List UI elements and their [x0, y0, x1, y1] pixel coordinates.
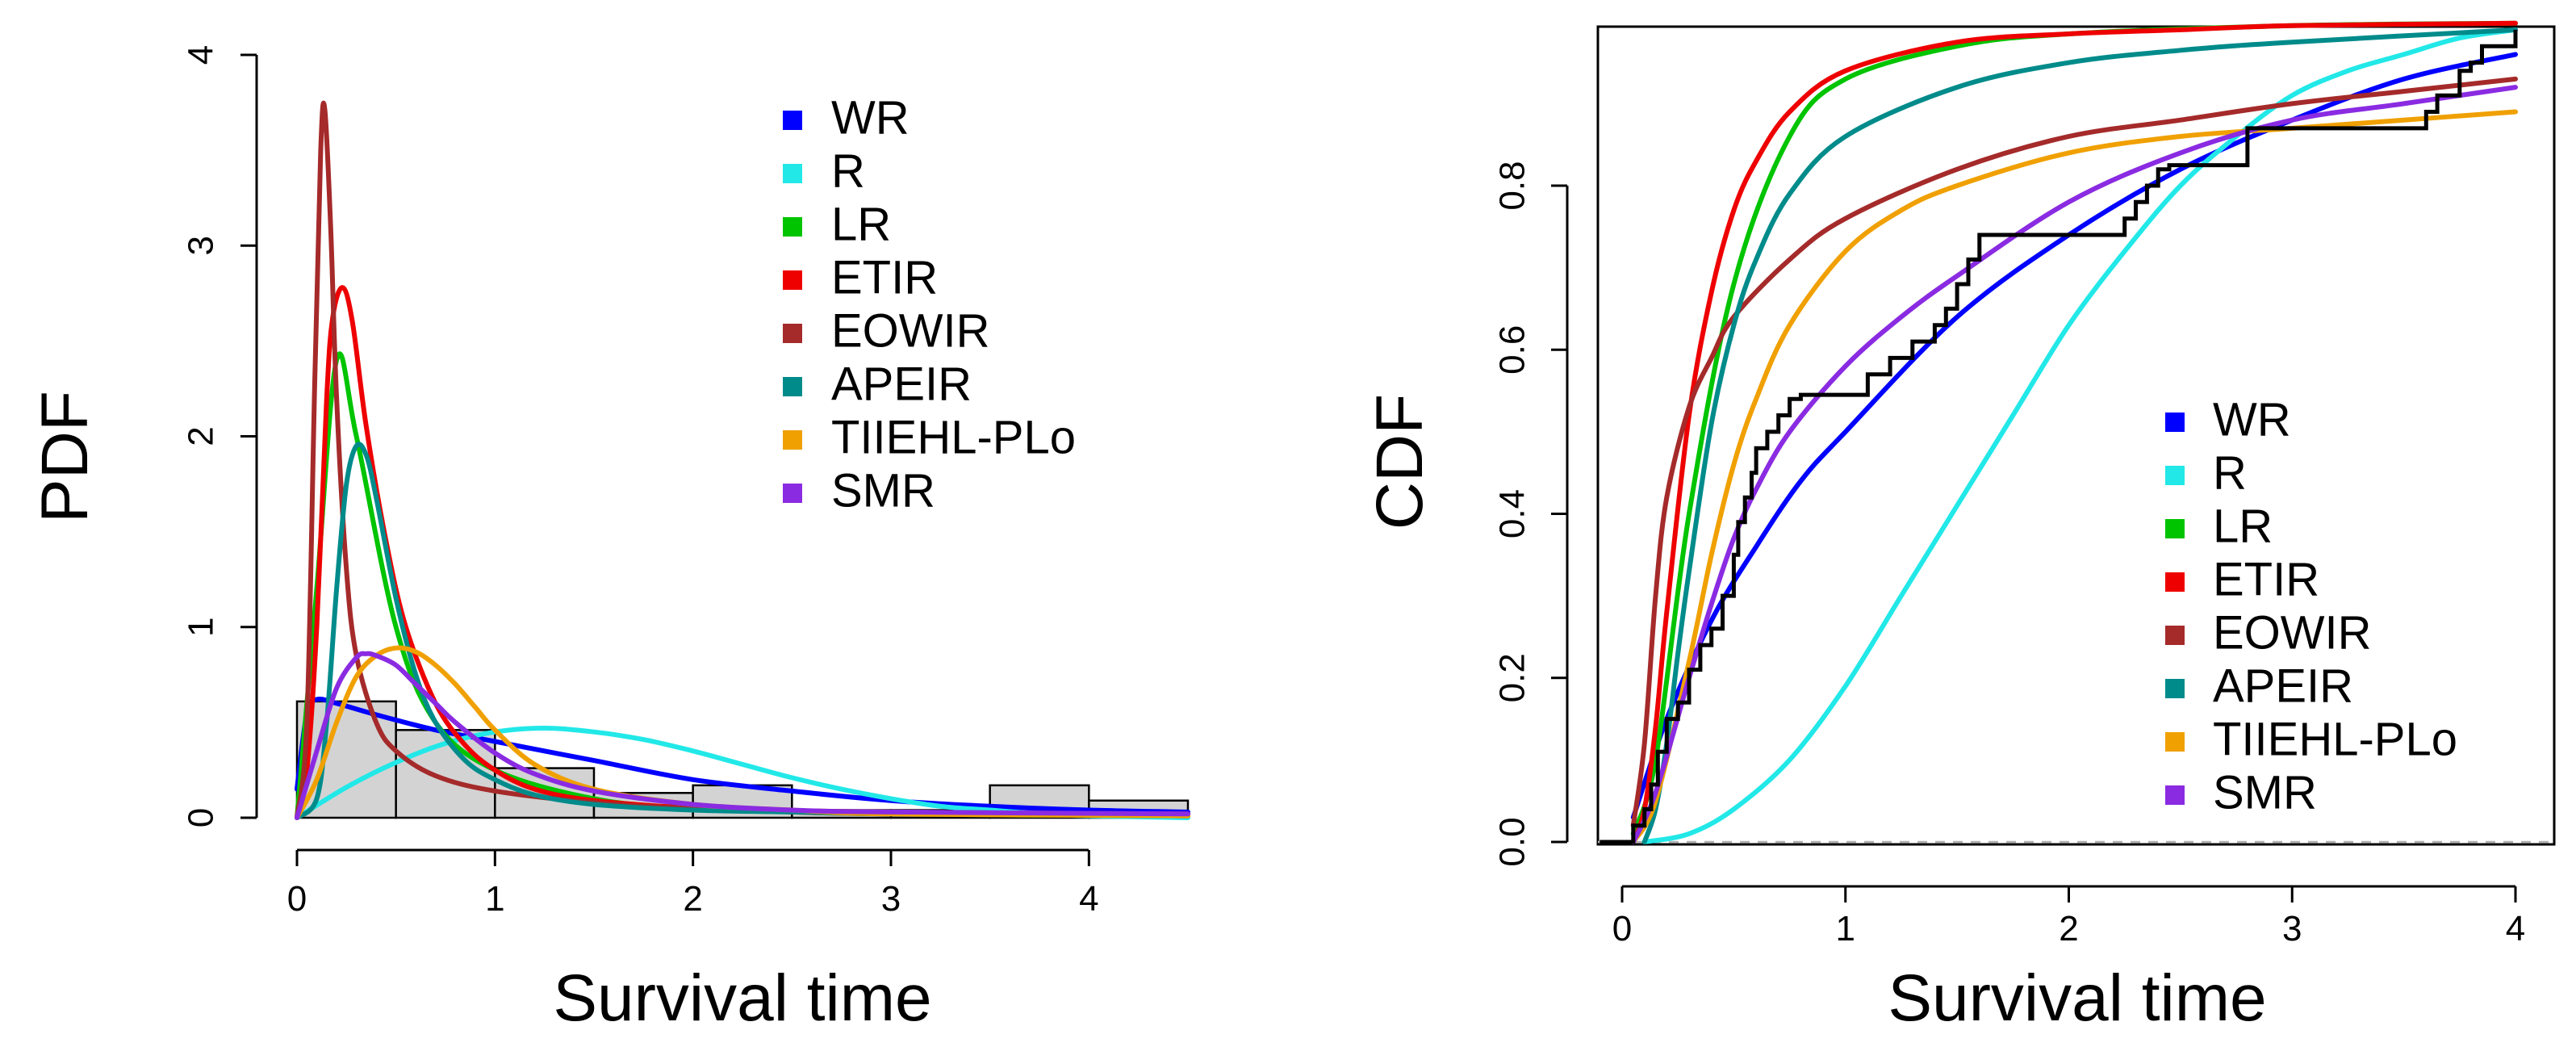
y-tick-label: 4 [182, 45, 221, 65]
y-tick-label: 0 [182, 808, 221, 827]
pdf-panel: 0 1 2 3 4 0 1 2 3 4 Survival time PDF WRRLRETIRE… [28, 45, 1190, 1035]
legend-label-etir: ETIR [2213, 553, 2319, 605]
y-ticks: 0.0 0.2 0.4 0.6 0.8 [1493, 161, 1567, 867]
x-ticks: 0 1 2 3 4 [1612, 886, 2525, 949]
y-tick-label: 0.4 [1493, 489, 1533, 538]
y-tick-label: 0.0 [1493, 817, 1533, 866]
legend-swatch-eowir [2165, 626, 2185, 645]
x-axis-title: Survival time [553, 961, 931, 1035]
x-ticks: 0 1 2 3 4 [287, 850, 1099, 919]
legend-label-tiiehl-plo: TIIEHL-PLo [831, 411, 1076, 463]
series-line-eowir [1630, 76, 2518, 828]
series-line-wr [295, 696, 1190, 815]
legend-label-smr: SMR [2213, 766, 2317, 819]
legend-swatch-tiiehl-plo [2165, 732, 2185, 752]
legend-label-lr: LR [831, 198, 891, 250]
legend-label-eowir: EOWIR [2213, 606, 2372, 659]
ecdf-step-line [1600, 29, 2518, 844]
legend-label-eowir: EOWIR [831, 304, 990, 357]
y-axis-title: PDF [28, 391, 102, 523]
x-tick-label: 4 [1079, 879, 1098, 919]
x-axis-title: Survival time [1888, 961, 2266, 1035]
legend-swatch-smr [783, 484, 802, 503]
plot-frame [1596, 25, 2556, 846]
y-tick-label: 0.2 [1493, 653, 1533, 702]
x-tick-label: 3 [2282, 909, 2302, 949]
y-ticks: 0 1 2 3 4 [182, 45, 257, 827]
legend-swatch-eowir [783, 324, 802, 343]
legend-label-etir: ETIR [831, 251, 938, 304]
x-tick-label: 2 [2059, 909, 2078, 949]
legend-swatch-etir [2165, 572, 2185, 592]
legend-swatch-r [2165, 466, 2185, 485]
y-tick-label: 3 [182, 236, 221, 255]
x-tick-label: 0 [287, 879, 307, 919]
y-axis-title: CDF [1363, 394, 1436, 530]
legend-label-apeir: APEIR [2213, 660, 2353, 712]
series-line-apeir [1641, 27, 2518, 844]
x-tick-label: 3 [881, 879, 901, 919]
legend-swatch-apeir [783, 377, 802, 396]
legend-label-smr: SMR [831, 464, 935, 517]
legend-label-wr: WR [831, 91, 910, 144]
legend-swatch-r [783, 164, 802, 183]
y-tick-label: 1 [182, 618, 221, 637]
legend-swatch-wr [2165, 413, 2185, 432]
x-tick-label: 0 [1612, 909, 1632, 949]
legend-label-lr: LR [2213, 500, 2273, 552]
legend-label-apeir: APEIR [831, 358, 972, 410]
legend-swatch-lr [783, 217, 802, 237]
legend-swatch-wr [783, 111, 802, 130]
legend-swatch-lr [2165, 519, 2185, 538]
series-line-smr [295, 651, 1190, 820]
y-tick-label: 0.8 [1493, 161, 1533, 210]
x-tick-label: 2 [683, 879, 702, 919]
series-line-etir [1630, 20, 2518, 844]
legend-swatch-tiiehl-plo [783, 430, 802, 450]
y-tick-label: 2 [182, 426, 221, 446]
y-tick-label: 0.6 [1493, 325, 1533, 375]
empirical-cdf [1600, 29, 2518, 844]
series-line-r [1641, 27, 2518, 844]
legend-label-tiiehl-plo: TIIEHL-PLo [2213, 713, 2457, 765]
x-tick-label: 1 [485, 879, 504, 919]
x-tick-label: 4 [2506, 909, 2525, 949]
series-line-smr [1630, 85, 2518, 844]
legend-swatch-smr [2165, 785, 2185, 805]
pdf-curves [295, 100, 1190, 820]
legend-label-r: R [2213, 446, 2247, 499]
legend-swatch-apeir [2165, 679, 2185, 698]
legend-label-r: R [831, 144, 865, 197]
series-line-wr [1630, 52, 2518, 820]
legend-swatch-etir [783, 270, 802, 290]
legend-label-wr: WR [2213, 393, 2291, 446]
x-tick-label: 1 [1836, 909, 1855, 949]
